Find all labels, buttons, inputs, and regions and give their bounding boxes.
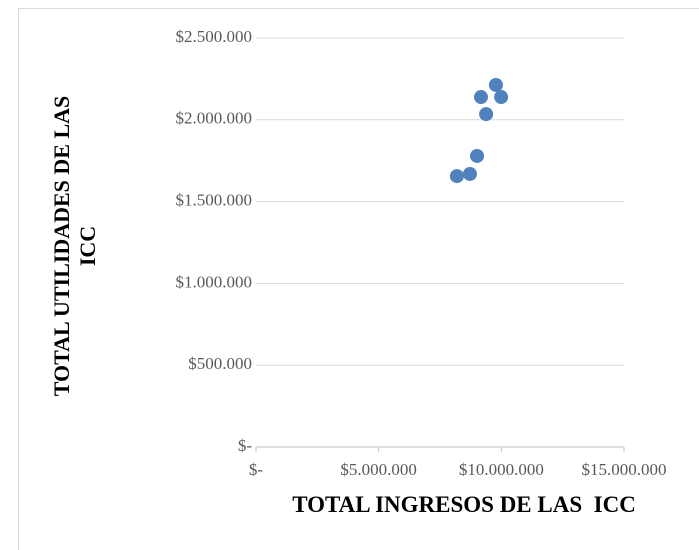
point (479, 107, 494, 122)
y-tick-label: $1.500.000 (176, 191, 253, 210)
y-tick-label: $2.000.000 (176, 109, 253, 128)
point (462, 166, 477, 181)
x-tick-label: $15.000.000 (582, 460, 667, 479)
point (470, 148, 485, 163)
x-axis-title: TOTAL INGRESOS DE LAS ICC (292, 492, 636, 517)
y-tick-label: $2.500.000 (176, 27, 253, 46)
chart-border (18, 8, 699, 550)
y-tick-label: $- (238, 436, 253, 455)
x-tick-label: $5.000.000 (340, 460, 417, 479)
y-tick-label: $500.000 (188, 354, 252, 373)
x-tick-label: $- (249, 460, 264, 479)
point (494, 90, 509, 105)
point (449, 169, 464, 184)
y-tick-label: $1.000.000 (176, 272, 253, 291)
x-tick-label: $10.000.000 (459, 460, 544, 479)
point (488, 77, 503, 92)
y-axis-title: TOTAL UTILIDADES DE LAS ICC (49, 95, 100, 397)
point (473, 90, 488, 105)
